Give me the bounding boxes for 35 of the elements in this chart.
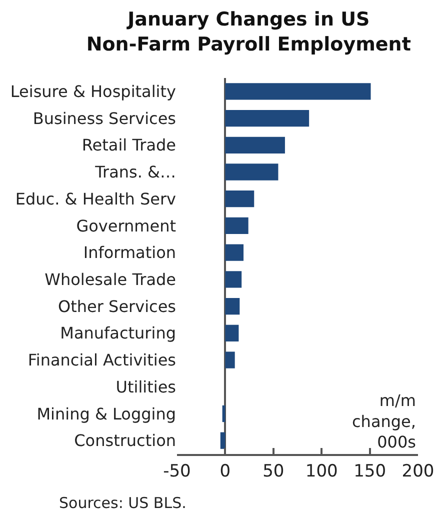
y-tick-label: Leisure & Hospitality [10,82,176,102]
x-tick-label: 50 [262,461,284,482]
x-axis-title: m/m change, 000s [352,391,416,452]
y-tick-label: Government [76,216,176,236]
x-tick-label: 0 [220,461,231,482]
bar [225,298,240,315]
y-tick-label: Manufacturing [60,324,176,343]
x-tick-label: -50 [163,461,191,482]
y-tick-label: Utilities [116,377,176,396]
bar [220,432,226,449]
x-tick-label: 150 [354,461,386,482]
bar [225,244,244,261]
source-note: Sources: US BLS. [59,494,186,512]
chart-title: January Changes in US Non-Farm Payroll Employment [86,8,411,56]
bar [225,271,242,288]
bar [225,217,248,234]
bar [225,190,254,208]
y-tick-label: Business Services [32,108,176,128]
bar [225,164,278,180]
bar [225,83,371,100]
y-tick-label: Other Services [58,296,176,316]
y-tick-label: Information [83,243,176,262]
bar [225,352,235,368]
x-tick-label: 200 [402,461,434,482]
bar [225,110,310,127]
bar [225,324,239,342]
y-tick-label: Construction [74,431,176,450]
y-tick-label: Educ. & Health Serv [15,189,176,208]
bar [225,136,285,154]
y-tick-label: Wholesale Trade [44,270,176,290]
y-tick-label: Financial Activities [28,350,176,370]
y-tick-label: Mining & Logging [36,404,176,424]
y-tick-label: Retail Trade [82,136,176,155]
x-tick-label: 100 [305,461,338,482]
y-tick-label: Trans. &… [94,162,176,182]
